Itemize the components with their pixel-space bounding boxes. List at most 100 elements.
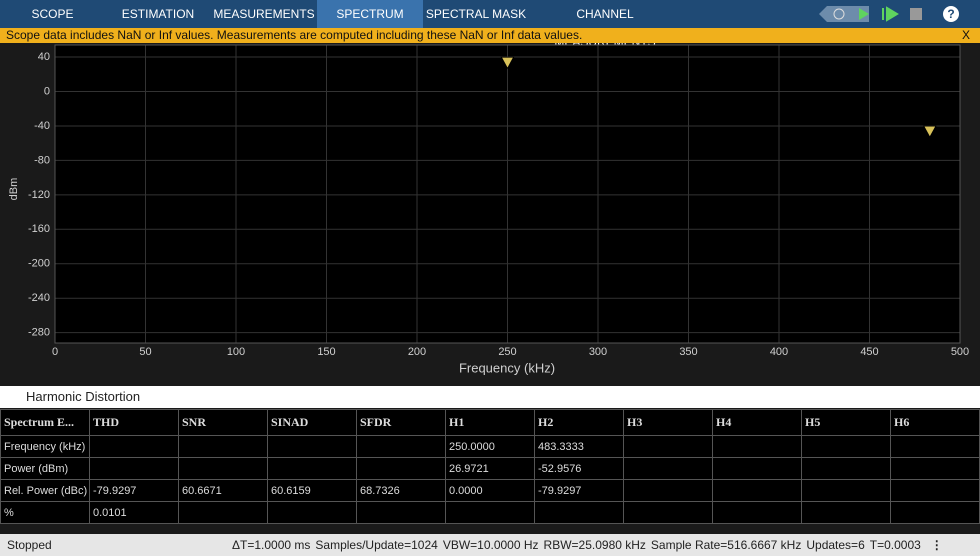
tab[interactable]: MEASUREMENTS	[213, 7, 315, 21]
table-cell	[801, 479, 891, 502]
header-cell: H5	[801, 409, 891, 436]
header-cell: H1	[445, 409, 535, 436]
tab[interactable]: SPECTRUM	[317, 0, 423, 28]
x-tick-label: 500	[951, 346, 969, 358]
table-cell	[890, 501, 980, 524]
icon-run[interactable]	[859, 8, 869, 20]
table-row: % 0.0101	[0, 501, 980, 524]
x-tick-label: 300	[589, 346, 607, 358]
table-cell	[356, 435, 446, 458]
table-cell	[445, 501, 535, 524]
header-cell: H4	[712, 409, 802, 436]
y-tick-label: 0	[44, 85, 50, 97]
icon-snapshot[interactable]	[833, 8, 845, 20]
table-cell	[801, 501, 891, 524]
table-cell: 0.0101	[89, 501, 179, 524]
y-tick-label: -80	[34, 154, 50, 166]
x-axis-label: Frequency (kHz)	[459, 360, 555, 375]
table-cell	[623, 457, 713, 480]
y-tick-label: -240	[28, 292, 50, 304]
status-item: T=0.0003	[869, 538, 921, 552]
table-cell	[89, 457, 179, 480]
status-item: Samples/Update=1024	[315, 538, 438, 552]
status-state: Stopped	[7, 538, 52, 552]
header-cell: SINAD	[267, 409, 357, 436]
table-cell	[178, 435, 268, 458]
table-cell	[178, 501, 268, 524]
toolbar-icons: ?	[819, 6, 959, 22]
table-cell	[712, 479, 802, 502]
tab[interactable]: CHANNEL MEASUREMENTS	[554, 7, 655, 49]
table-row: Power (dBm) 26.9721 -52.9576	[0, 457, 980, 480]
header-cell: H2	[534, 409, 624, 436]
header-cell: Spectrum E...	[0, 409, 90, 436]
status-item: Sample Rate=516.6667 kHz	[650, 538, 802, 552]
plot-frame	[54, 44, 961, 344]
y-tick-label: -160	[28, 223, 50, 235]
y-axis-label: dBm	[8, 178, 20, 201]
table-cell	[890, 457, 980, 480]
x-tick-label: 450	[860, 346, 878, 358]
tab[interactable]: SPECTRAL MASK	[425, 7, 527, 21]
y-tick-label: -200	[28, 258, 50, 270]
table-cell	[267, 501, 357, 524]
table-cell	[178, 457, 268, 480]
status-item: Updates=6	[806, 538, 865, 552]
header-cell: H3	[623, 409, 713, 436]
header-cell: H6	[890, 409, 980, 436]
table-cell: 60.6159	[267, 479, 357, 502]
warning-close[interactable]: X	[961, 28, 970, 42]
table-title-bar: Harmonic Distortion	[0, 386, 980, 408]
tab[interactable]: ESTIMATION	[121, 7, 195, 21]
header-row: Spectrum E... THD SNR SINAD SFDR H1 H2 H3 H4 H5 H6	[0, 409, 980, 436]
table-cell	[623, 435, 713, 458]
table-row: Frequency (kHz) 250.0000 483.3333	[0, 435, 980, 458]
tab[interactable]: SCOPE	[31, 7, 74, 21]
table-cell: 26.9721	[445, 457, 535, 480]
status-bar: Stopped ΔT=1.0000 ms Samples/Update=1024 V…	[0, 534, 980, 556]
table-cell	[534, 501, 624, 524]
table-cell	[623, 501, 713, 524]
table-cell: 60.6671	[178, 479, 268, 502]
icon-help[interactable]	[943, 6, 959, 22]
table-cell: 0.0000	[445, 479, 535, 502]
y-tick-label: 40	[38, 51, 50, 63]
table-cell	[356, 457, 446, 480]
x-tick-label: 0	[52, 346, 58, 358]
status-menu[interactable]: ⋮	[930, 538, 943, 552]
header-cell: SFDR	[356, 409, 446, 436]
table-title: Harmonic Distortion	[26, 389, 141, 404]
table-cell: Rel. Power (dBc)	[0, 479, 90, 502]
status-item: VBW=10.0000 Hz	[442, 538, 539, 552]
table-cell: -52.9576	[534, 457, 624, 480]
table-cell	[267, 435, 357, 458]
peak-marker	[500, 56, 515, 70]
y-tick-label: -120	[28, 189, 50, 201]
help-glyph: ?	[947, 7, 954, 21]
icon-stop[interactable]	[910, 8, 922, 20]
table-row: Rel. Power (dBc) -79.9297 60.6671 60.6159 68…	[0, 479, 980, 502]
header-cell: SNR	[178, 409, 268, 436]
table-cell	[890, 435, 980, 458]
x-tick-label: 400	[770, 346, 788, 358]
y-tick-label: -280	[28, 327, 50, 339]
icon-step[interactable]	[882, 6, 899, 22]
x-tick-label: 250	[498, 346, 516, 358]
x-tick-label: 350	[679, 346, 697, 358]
header-cell: THD	[89, 409, 179, 436]
table-cell	[712, 501, 802, 524]
table-cell: 483.3333	[534, 435, 624, 458]
table-cell: -79.9297	[89, 479, 179, 502]
table-cell	[267, 457, 357, 480]
measurement-table: Spectrum E... THD SNR SINAD SFDR H1 H2 H3 H4 H5 H6…	[0, 409, 980, 524]
table-cell: 68.7326	[356, 479, 446, 502]
table-cell	[89, 435, 179, 458]
table-cell	[890, 479, 980, 502]
peak-marker	[923, 125, 937, 138]
y-tick-label: -40	[34, 120, 50, 132]
x-tick-label: 50	[139, 346, 151, 358]
table-cell	[356, 501, 446, 524]
table-cell	[801, 457, 891, 480]
warning-text: Scope data includes NaN or Inf values. M…	[6, 28, 583, 42]
table-cell	[712, 457, 802, 480]
